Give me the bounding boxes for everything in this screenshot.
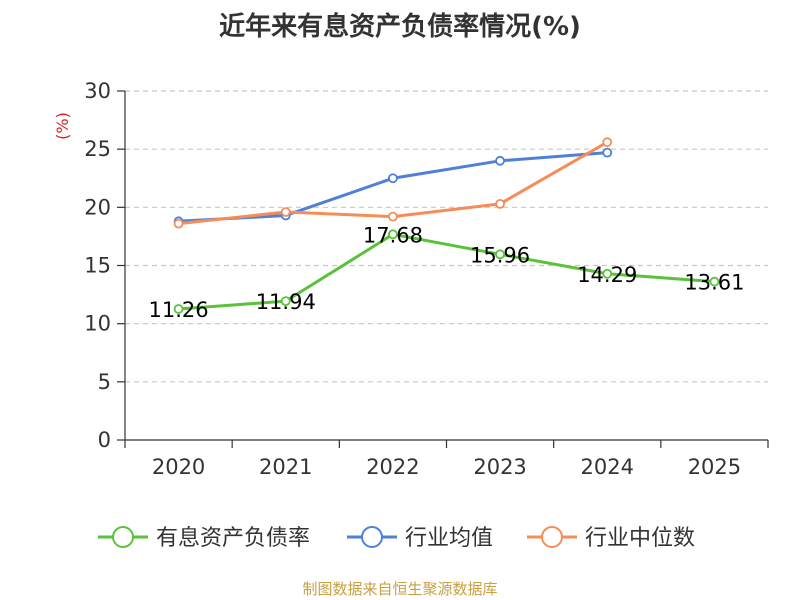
data-point	[388, 229, 398, 240]
data-point	[388, 173, 398, 184]
grid-lines	[125, 90, 768, 383]
data-point	[602, 147, 613, 158]
data-label: 13.61	[684, 271, 744, 295]
x-tick-label: 2021	[259, 455, 312, 479]
x-tick-label: 2024	[581, 455, 634, 479]
data-label: 17.68	[363, 223, 423, 247]
y-axis-unit-label: (%)	[53, 112, 72, 140]
legend-item: 行业均值	[347, 526, 493, 551]
series-line	[178, 232, 715, 311]
legend-marker	[112, 526, 134, 548]
legend: 有息资产负债率 行业均值 行业中位数	[98, 526, 695, 551]
chart-title: 近年来有息资产负债率情况(%)	[219, 12, 581, 42]
y-tick-label: 10	[84, 312, 111, 336]
data-point	[388, 211, 398, 222]
series-line	[178, 151, 608, 223]
y-tick-label: 25	[84, 137, 111, 161]
data-label: 15.96	[470, 243, 530, 267]
data-label: 14.29	[577, 263, 637, 287]
y-tick-label: 0	[98, 428, 111, 452]
x-tick-label: 2022	[366, 455, 419, 479]
y-tick-label: 30	[84, 79, 111, 103]
data-point	[173, 304, 184, 314]
data-point	[280, 296, 291, 306]
y-tick-label: 20	[84, 195, 111, 219]
legend-item: 行业中位数	[527, 526, 695, 551]
data-point	[280, 207, 291, 217]
data-label: 11.94	[256, 290, 316, 314]
legend-label: 行业中位数	[585, 526, 695, 551]
legend-marker	[361, 526, 383, 548]
data-point	[495, 198, 505, 209]
data-point	[495, 155, 505, 166]
x-tick-label: 2023	[473, 455, 526, 479]
source-note: 制图数据来自恒生聚源数据库	[302, 580, 498, 598]
x-tick-label: 2020	[152, 455, 205, 479]
data-point	[602, 268, 613, 279]
x-tick-label: 2025	[688, 455, 741, 479]
legend-marker	[541, 526, 563, 548]
data-label: 11.26	[149, 298, 209, 322]
legend-item: 有息资产负债率	[98, 526, 310, 551]
legend-label: 行业均值	[405, 526, 493, 551]
legend-label: 有息资产负债率	[156, 526, 310, 551]
data-point	[602, 137, 613, 148]
y-tick-label: 5	[98, 370, 111, 394]
data-point	[495, 249, 505, 260]
y-tick-label: 15	[84, 254, 111, 278]
data-point	[173, 218, 184, 229]
series-lines	[173, 137, 720, 314]
data-point	[709, 276, 720, 287]
data-labels: 11.26 11.94 17.68 15.96 14.29 13.61	[149, 223, 745, 322]
